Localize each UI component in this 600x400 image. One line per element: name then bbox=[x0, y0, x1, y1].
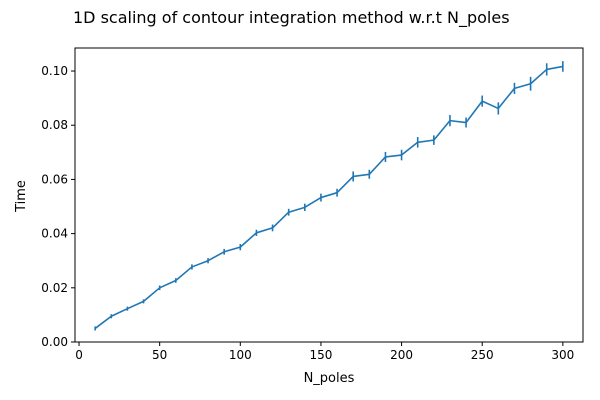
x-axis-label: N_poles bbox=[304, 371, 355, 386]
ticks-group: 0 50 100 150 200 250 300 0.00 0.02 0.04 0.06 0.08 0.… bbox=[41, 64, 574, 362]
y-tick-label: 0.06 bbox=[41, 172, 68, 186]
x-tick-label: 50 bbox=[152, 348, 167, 362]
y-tick-label: 0.04 bbox=[41, 227, 68, 241]
y-tick-label: 0.10 bbox=[41, 64, 68, 78]
y-tick-label: 0.00 bbox=[41, 335, 68, 349]
x-tick-label: 150 bbox=[309, 348, 332, 362]
series-group bbox=[94, 61, 564, 331]
x-tick-label: 100 bbox=[229, 348, 252, 362]
x-tick-label: 250 bbox=[471, 348, 494, 362]
series-line bbox=[94, 65, 563, 330]
x-tick-label: 200 bbox=[390, 348, 413, 362]
plot-frame bbox=[74, 47, 584, 343]
y-axis-label: Time bbox=[14, 180, 29, 213]
y-tick-label: 0.02 bbox=[41, 281, 68, 295]
x-tick-label: 300 bbox=[551, 348, 574, 362]
axes-group bbox=[74, 47, 584, 343]
y-tick-label: 0.08 bbox=[41, 118, 68, 132]
chart-title: 1D scaling of contour integration method… bbox=[73, 8, 510, 28]
x-tick-label: 0 bbox=[75, 348, 83, 362]
